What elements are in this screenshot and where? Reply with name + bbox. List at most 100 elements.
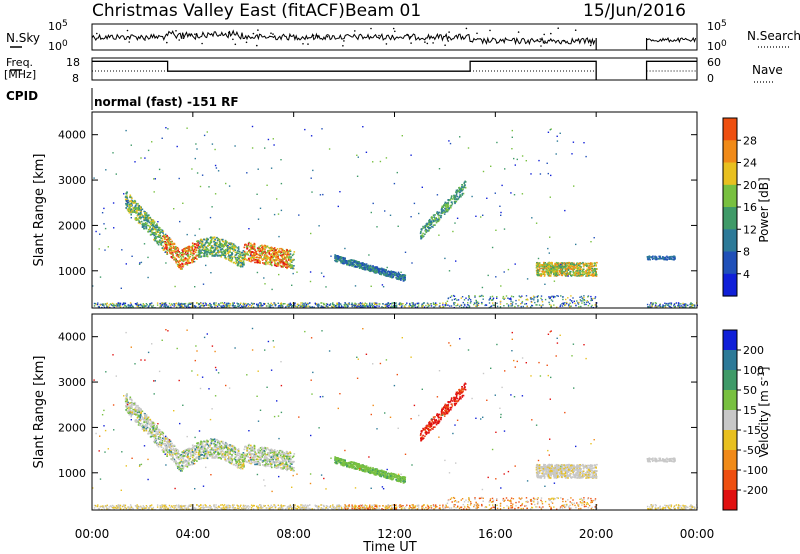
- nsearch-point: [476, 32, 478, 35]
- power-echo-cell: [177, 303, 179, 305]
- power-echo-cell: [271, 248, 274, 250]
- power-echo-cell: [253, 243, 256, 245]
- power-echo-cell: [257, 306, 259, 308]
- power-echo-cell: [189, 253, 192, 255]
- power-echo-cell: [160, 244, 163, 246]
- power-echo-cell: [233, 247, 235, 249]
- power-echo-cell: [155, 233, 158, 235]
- power-echo-cell: [126, 204, 128, 206]
- power-echo-cell: [515, 299, 517, 302]
- power-echo-cell: [307, 303, 309, 305]
- velocity-echo-cell: [206, 452, 208, 455]
- power-echo-cell: [286, 249, 288, 251]
- power-echo-cell: [214, 164, 217, 167]
- power-echo-cell: [565, 272, 567, 275]
- power-echo-cell: [437, 220, 440, 223]
- power-echo-cell: [416, 302, 418, 305]
- power-echo-cell: [147, 229, 150, 231]
- power-echo-cell: [245, 252, 248, 255]
- power-echo-cell: [174, 259, 177, 261]
- power-echo-cell: [423, 302, 425, 304]
- power-echo-cell: [651, 256, 653, 259]
- power-echo-cell: [531, 301, 533, 303]
- power-echo-cell: [182, 248, 185, 250]
- power-echo-cell: [389, 303, 392, 305]
- power-echo-cell: [288, 257, 290, 259]
- power-echo-cell: [207, 249, 210, 251]
- power-echo-cell: [217, 170, 220, 172]
- power-echo-cell: [670, 302, 673, 304]
- power-echo-cell: [564, 269, 567, 272]
- power-echo-cell: [169, 243, 172, 245]
- power-echo-cell: [397, 225, 399, 227]
- power-echo-cell: [388, 274, 391, 277]
- power-echo-cell: [240, 264, 242, 266]
- power-echo-cell: [691, 304, 694, 306]
- power-echo-cell: [296, 306, 298, 308]
- power-echo-cell: [208, 304, 210, 306]
- power-echo-cell: [375, 272, 377, 274]
- power-echo-cell: [520, 303, 522, 305]
- power-echo-cell: [381, 271, 383, 273]
- power-echo-cell: [668, 256, 671, 258]
- power-echo-cell: [112, 305, 114, 307]
- power-echo-cell: [136, 208, 139, 210]
- power-echo-cell: [206, 250, 208, 253]
- power-echo-cell: [341, 306, 343, 308]
- power-echo-cell: [147, 220, 150, 223]
- power-echo-cell: [560, 270, 563, 272]
- power-echo-cell: [139, 222, 142, 225]
- power-echo-cell: [491, 246, 494, 249]
- power-echo-cell: [289, 266, 291, 268]
- power-echo-cell: [128, 211, 131, 214]
- power-echo-cell: [199, 255, 201, 257]
- power-echo-cell: [502, 297, 504, 299]
- power-echo-cell: [429, 227, 432, 229]
- power-echo-cell: [391, 302, 393, 304]
- nsearch-point: [234, 43, 237, 46]
- power-echo-cell: [264, 249, 266, 251]
- power-echo-cell: [218, 245, 221, 248]
- power-echo-cell: [499, 205, 501, 207]
- power-echo-cell: [321, 302, 323, 304]
- power-echo-cell: [270, 167, 273, 169]
- power-echo-cell: [595, 268, 598, 270]
- power-echo-cell: [160, 228, 162, 231]
- power-echo-cell: [541, 273, 543, 275]
- power-echo-cell: [329, 303, 332, 305]
- power-echo-cell: [138, 263, 141, 265]
- power-echo-cell: [218, 303, 220, 305]
- power-echo-cell: [376, 302, 378, 304]
- power-echo-cell: [223, 302, 226, 304]
- power-echo-cell: [402, 277, 404, 279]
- freq-label-line1: Freq.: [6, 56, 33, 69]
- power-echo-cell: [314, 303, 317, 306]
- power-echo-cell: [225, 304, 228, 306]
- power-echo-cell: [507, 268, 510, 271]
- power-echo-cell: [225, 306, 227, 309]
- power-echo-cell: [514, 164, 516, 166]
- power-echo-cell: [196, 240, 198, 243]
- power-echo-cell: [503, 298, 505, 300]
- power-echo-cell: [395, 277, 398, 279]
- power-echo-cell: [560, 295, 562, 297]
- power-echo-cell: [406, 302, 408, 304]
- power-echo-cell: [364, 302, 366, 304]
- power-echo-cell: [547, 265, 549, 268]
- power-echo-cell: [243, 246, 246, 249]
- power-echo-cell: [590, 305, 593, 308]
- power-echo-cell: [129, 194, 132, 197]
- power-echo-cell: [292, 253, 295, 255]
- power-echo-cell: [386, 275, 388, 277]
- power-echo-cell: [591, 267, 593, 270]
- power-echo-cell: [209, 305, 211, 307]
- power-echo-cell: [467, 147, 470, 149]
- power-echo-cell: [174, 247, 176, 250]
- power-echo-cell: [433, 306, 435, 308]
- power-echo-cell: [165, 305, 167, 308]
- power-echo-cell: [460, 304, 463, 306]
- power-echo-cell: [119, 306, 122, 308]
- power-echo-cell: [149, 230, 151, 233]
- power-echo-cell: [237, 303, 239, 305]
- power-echo-cell: [414, 303, 416, 305]
